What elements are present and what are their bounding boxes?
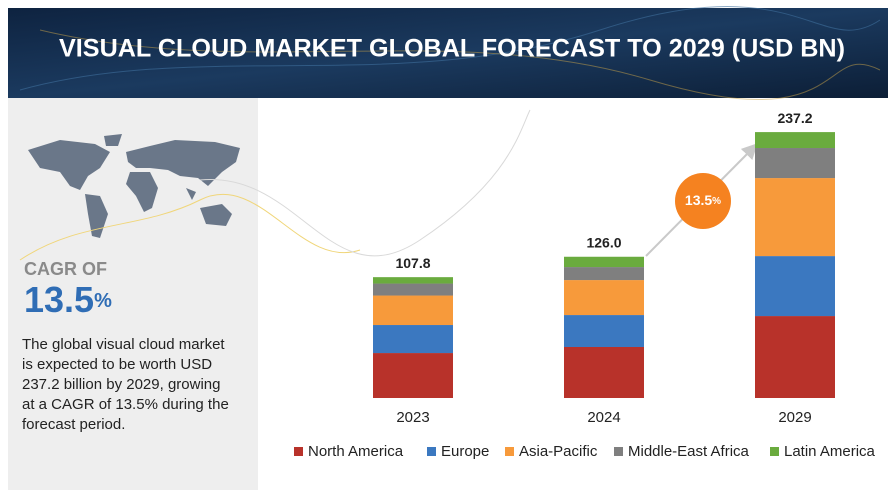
description-line: at a CAGR of 13.5% during the	[22, 396, 229, 413]
legend-label: Middle-East Africa	[628, 443, 750, 460]
bar-segment	[373, 295, 453, 326]
legend-swatch	[614, 447, 623, 456]
legend-swatch	[770, 447, 779, 456]
description: The global visual cloud market is expecte…	[22, 336, 229, 433]
cagr-bubble	[675, 173, 731, 229]
x-tick-label: 2029	[778, 409, 811, 426]
legend-label: Asia-Pacific	[519, 443, 598, 460]
description-line: forecast period.	[22, 416, 125, 433]
legend-swatch	[427, 447, 436, 456]
cagr-bubble-number: 13.5	[685, 192, 712, 208]
legend-swatch	[294, 447, 303, 456]
bar-segment	[755, 256, 835, 317]
x-tick-label: 2024	[587, 409, 620, 426]
bar-segment	[564, 256, 644, 268]
banner-decoration	[39, 29, 881, 101]
bar-segment	[564, 346, 644, 398]
decorative-curve	[19, 193, 361, 261]
cagr-number: 13.5	[24, 279, 94, 320]
description-line: The global visual cloud market	[22, 336, 225, 353]
legend-label: Europe	[441, 443, 489, 460]
total-label: 237.2	[777, 110, 812, 126]
banner-decoration	[19, 6, 881, 91]
legend-label: Latin America	[784, 443, 876, 460]
cagr-value: 13.5%	[24, 279, 112, 320]
bar-segment	[755, 148, 835, 179]
description-line: 237.2 billion by 2029, growing	[22, 376, 220, 393]
bar-segment	[755, 178, 835, 257]
bar-segment	[373, 325, 453, 354]
cagr-unit: %	[94, 290, 112, 312]
description-line: is expected to be worth USD	[22, 356, 212, 373]
cagr-bubble-unit: %	[712, 196, 721, 207]
x-tick-label: 2023	[396, 409, 429, 426]
legend-label: North America	[308, 443, 404, 460]
bar-segment	[373, 277, 453, 284]
decorative-curve	[199, 109, 531, 257]
bar-segment	[373, 353, 453, 398]
bar-segment	[564, 280, 644, 316]
world-map	[28, 134, 240, 238]
bar-segment	[755, 132, 835, 149]
cagr-heading: CAGR OF	[24, 259, 107, 279]
bar-segment	[564, 267, 644, 281]
bar-segment	[755, 316, 835, 398]
legend-swatch	[505, 447, 514, 456]
total-label: 126.0	[586, 234, 621, 250]
chart-title: VISUAL CLOUD MARKET GLOBAL FORECAST TO 2…	[59, 35, 845, 63]
cagr-bubble-label: 13.5%	[685, 192, 721, 208]
total-label: 107.8	[395, 255, 430, 271]
bar-segment	[564, 315, 644, 347]
bar-segment	[373, 283, 453, 296]
header-banner	[8, 8, 888, 98]
stacked-bar-chart: 107.8 2023 126.0 2024 237.2 2029 13.5% North Am…	[294, 110, 876, 460]
